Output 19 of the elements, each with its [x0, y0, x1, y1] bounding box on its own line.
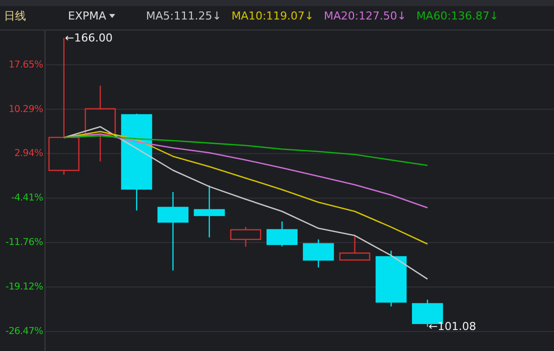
- text: MA20:127.50↓: [324, 10, 406, 22]
- text: EXPMA: [68, 10, 107, 22]
- y-tick-label: -11.76%: [5, 237, 44, 248]
- text: MA5:111.25↓: [146, 10, 222, 22]
- y-tick-label: 2.94%: [14, 148, 44, 160]
- candlestick: [84, 85, 116, 162]
- y-tick-label: -4.41%: [11, 192, 44, 204]
- annotation: ←101.08: [428, 320, 476, 334]
- text: 日线: [4, 10, 26, 22]
- y-tick-label: 17.65%: [8, 59, 44, 70]
- y-tick-label: -19.12%: [5, 282, 44, 293]
- candlestick: [230, 226, 262, 248]
- text: MA60:136.87↓: [416, 10, 499, 22]
- y-tick-label: -26.47%: [5, 326, 44, 337]
- text: MA10:119.07↓: [231, 10, 314, 22]
- annotation: ←166.00: [64, 32, 113, 45]
- candlestick: [194, 184, 225, 238]
- candlestick: [157, 191, 188, 272]
- y-tick-label: 10.29%: [8, 104, 44, 115]
